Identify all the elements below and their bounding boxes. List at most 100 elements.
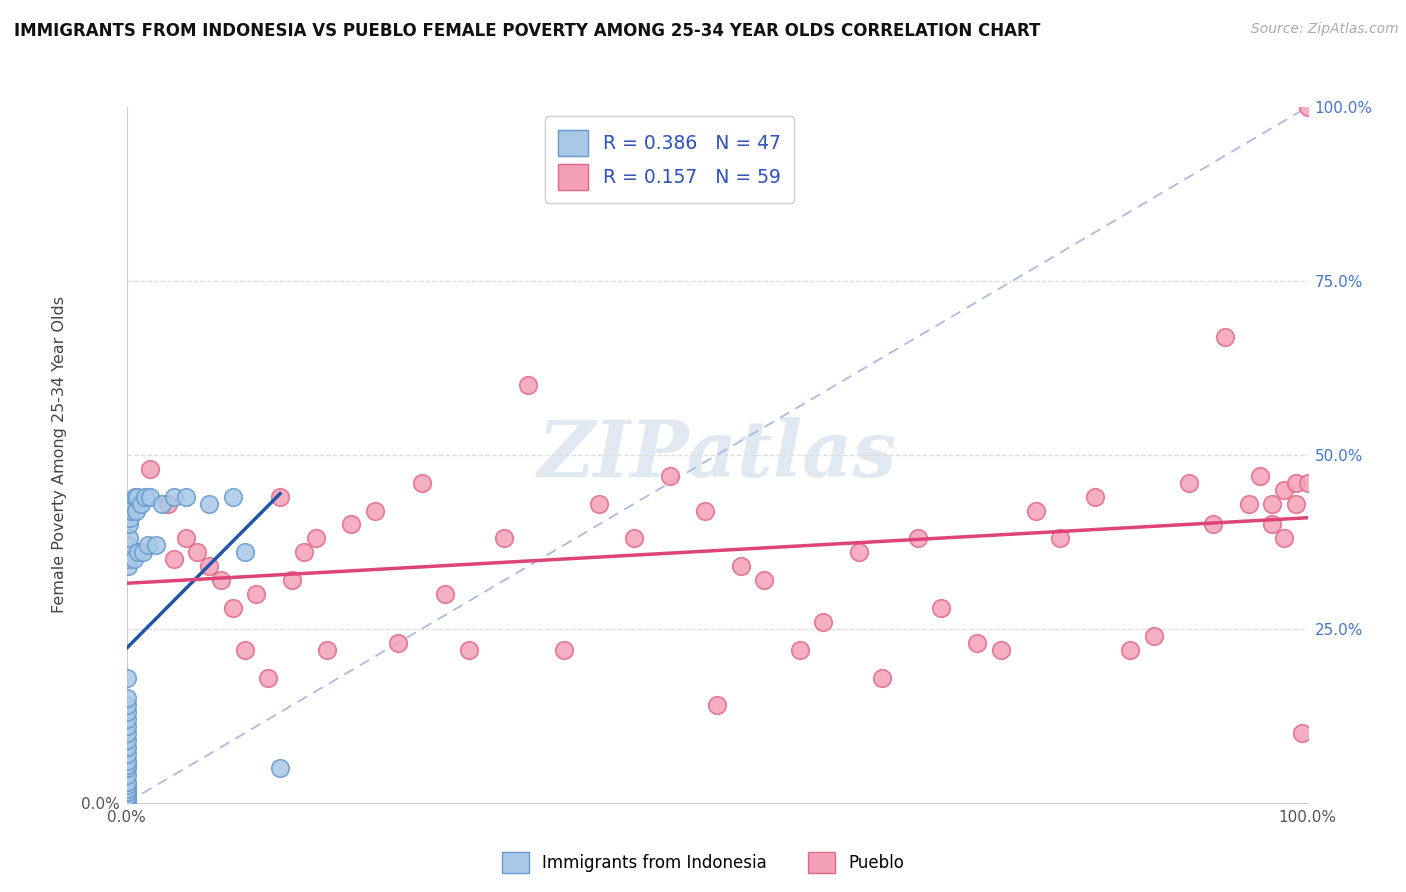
Point [363,503,385,517]
Point [222,601,245,615]
Y-axis label: Female Poverty Among 25-34 Year Olds: Female Poverty Among 25-34 Year Olds [52,296,67,614]
Point [990,642,1012,657]
Point [115,768,138,782]
Point [115,796,138,810]
Point [209,573,232,587]
Point [134,490,156,504]
Point [120,510,142,524]
Point [517,378,540,392]
Point [150,497,173,511]
Point [127,545,149,559]
Point [931,601,953,615]
Point [115,785,138,799]
Point [1261,517,1284,532]
Point [115,761,138,775]
Point [139,462,162,476]
Point [1285,497,1308,511]
Point [115,712,138,726]
Point [316,642,339,657]
Point [1178,475,1201,490]
Point [115,719,138,733]
Point [434,587,457,601]
Point [122,552,145,566]
Point [1272,483,1295,497]
Point [458,642,481,657]
Point [163,552,186,566]
Point [115,740,138,755]
Point [174,490,197,504]
Point [269,761,291,775]
Point [118,517,141,532]
Text: IMMIGRANTS FROM INDONESIA VS PUEBLO FEMALE POVERTY AMONG 25-34 YEAR OLDS CORRELA: IMMIGRANTS FROM INDONESIA VS PUEBLO FEMA… [14,22,1040,40]
Point [115,789,138,803]
Point [163,490,186,504]
Point [304,532,326,546]
Point [340,517,363,532]
Point [115,671,138,685]
Point [1084,490,1107,504]
Point [121,497,143,511]
Point [813,615,835,629]
Point [1261,497,1284,511]
Point [115,706,138,720]
Point [115,726,138,740]
Point [117,538,139,552]
Point [658,468,681,483]
Point [156,497,179,511]
Point [129,497,152,511]
Text: ZIPatlas: ZIPatlas [537,417,897,493]
Point [292,545,315,559]
Point [118,532,141,546]
Point [233,642,256,657]
Point [125,503,148,517]
Point [588,497,610,511]
Point [1143,629,1166,643]
Point [115,792,138,806]
Point [872,671,894,685]
Point [115,775,138,789]
Point [1285,475,1308,490]
Point [1213,329,1236,343]
Point [553,642,575,657]
Point [139,490,162,504]
Point [245,587,267,601]
Point [136,538,159,552]
Point [115,747,138,761]
Point [117,559,139,574]
Point [115,781,138,796]
Point [789,642,811,657]
Point [706,698,728,713]
Point [174,532,197,546]
Point [1296,475,1319,490]
Point [1202,517,1225,532]
Point [730,559,752,574]
Point [186,545,208,559]
Point [848,545,870,559]
Point [117,552,139,566]
Point [411,475,433,490]
Point [281,573,304,587]
Point [494,532,516,546]
Point [1291,726,1313,740]
Point [1049,532,1071,546]
Point [132,545,155,559]
Point [1249,468,1271,483]
Point [257,671,280,685]
Legend: R = 0.386   N = 47, R = 0.157   N = 59: R = 0.386 N = 47, R = 0.157 N = 59 [546,117,794,203]
Point [1025,503,1047,517]
Point [754,573,776,587]
Point [1119,642,1142,657]
Legend: Immigrants from Indonesia, Pueblo: Immigrants from Indonesia, Pueblo [495,846,911,880]
Point [233,545,256,559]
Point [198,497,221,511]
Point [115,691,138,706]
Point [387,636,409,650]
Point [1237,497,1260,511]
Point [124,490,146,504]
Point [120,503,142,517]
Point [115,698,138,713]
Point [115,757,138,772]
Point [1296,100,1319,114]
Point [145,538,167,552]
Point [907,532,929,546]
